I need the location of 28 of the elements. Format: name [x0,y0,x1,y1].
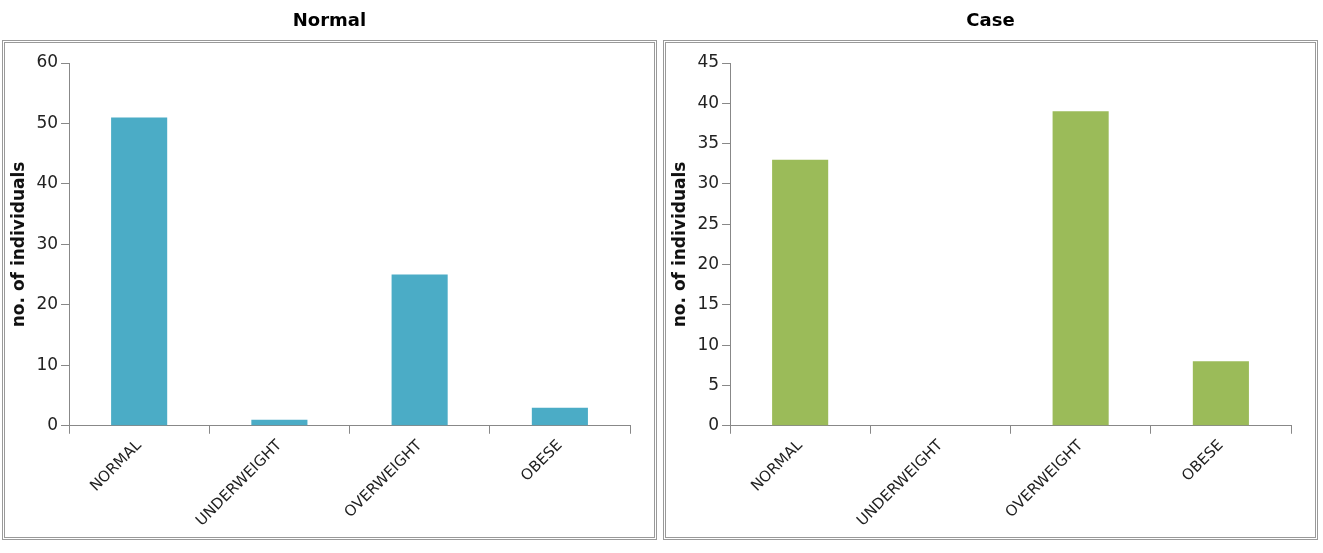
y-tick-label: 45 [697,51,720,72]
y-tick-label: 15 [697,293,720,314]
y-tick-label: 50 [36,111,59,132]
bar [531,407,588,426]
y-tick-label: 20 [36,293,59,314]
bar [111,117,168,426]
y-tick-label: 0 [47,414,59,435]
bar [1052,111,1109,426]
y-tick-label: 60 [36,51,59,72]
y-tick-label: 10 [36,353,59,374]
y-axis-title: no. of individuals [668,161,689,328]
y-tick-label: 35 [697,132,720,153]
y-tick-label: 40 [697,91,720,112]
y-tick-label: 20 [697,252,720,273]
y-axis-title: no. of individuals [7,161,28,328]
y-tick-label: 5 [708,373,720,394]
chart-title: Case [965,8,1016,32]
chart-title: Normal [291,8,368,32]
y-tick-label: 30 [36,232,59,253]
y-tick-label: 40 [36,172,59,193]
y-tick-label: 0 [708,414,720,435]
bar [772,159,829,426]
bar [1192,361,1249,426]
bar [391,274,448,426]
y-tick-label: 25 [697,212,720,233]
bar [251,419,308,426]
y-tick-label: 10 [697,333,720,354]
y-tick-label: 30 [697,172,720,193]
